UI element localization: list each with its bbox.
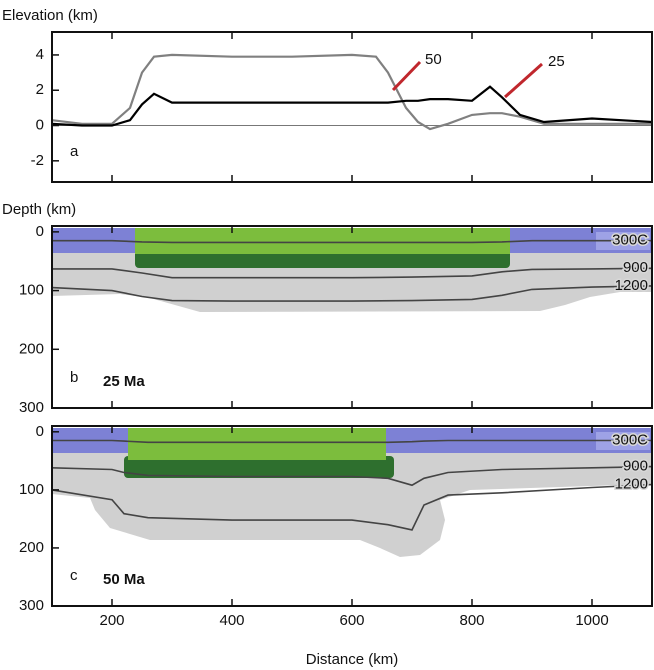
x-tick-label: 600 — [339, 612, 364, 629]
y-tick-label: 200 — [19, 340, 44, 357]
panel-label: c — [70, 567, 78, 584]
isotherm-label: 900 — [623, 458, 648, 475]
x-tick-label: 800 — [459, 612, 484, 629]
plateau-crust-region — [128, 428, 386, 460]
y-tick-label: 2 — [36, 81, 44, 98]
panel-label: b — [70, 369, 78, 386]
plateau-crust-region — [135, 228, 510, 254]
age-label: 50 Ma — [103, 571, 145, 588]
series-line — [51, 465, 653, 487]
y-tick-label: 100 — [19, 282, 44, 299]
y-axis-label: Elevation (km) — [2, 7, 98, 24]
isotherm-label: 300C — [612, 431, 648, 448]
annotation: 25 — [548, 53, 565, 70]
x-tick-label: 1000 — [575, 612, 608, 629]
series-line — [52, 267, 653, 279]
annotation-leader — [504, 62, 543, 99]
isotherm-label: 1200 — [615, 476, 648, 493]
isotherm-label: 900 — [623, 259, 648, 276]
series-line — [52, 439, 652, 444]
x-axis-label: Distance (km) — [306, 651, 399, 668]
series-line — [51, 85, 653, 127]
y-tick-label: 0 — [36, 423, 44, 440]
y-tick-label: 0 — [36, 116, 44, 133]
series-line — [52, 239, 652, 244]
y-axis-label: Depth (km) — [2, 201, 76, 218]
age-label: 25 Ma — [103, 373, 145, 390]
x-tick-label: 200 — [99, 612, 124, 629]
y-tick-label: 100 — [19, 481, 44, 498]
series-line — [51, 53, 652, 131]
series-line — [51, 483, 653, 531]
y-tick-label: -2 — [31, 152, 44, 169]
x-tick-label: 400 — [219, 612, 244, 629]
y-tick-label: 200 — [19, 539, 44, 556]
y-tick-label: 4 — [36, 46, 44, 63]
y-tick-label: 300 — [19, 399, 44, 416]
y-tick-label: 300 — [19, 597, 44, 614]
panel-label: a — [70, 143, 79, 160]
isotherm-label: 300C — [612, 232, 648, 249]
isotherm-label: 1200 — [615, 277, 648, 294]
annotation-leader — [391, 60, 422, 92]
y-tick-label: 0 — [36, 223, 44, 240]
series-line — [51, 285, 653, 302]
mantle-root-region — [135, 250, 510, 268]
mantle-root-region — [124, 456, 394, 478]
annotation: 50 — [425, 51, 442, 68]
